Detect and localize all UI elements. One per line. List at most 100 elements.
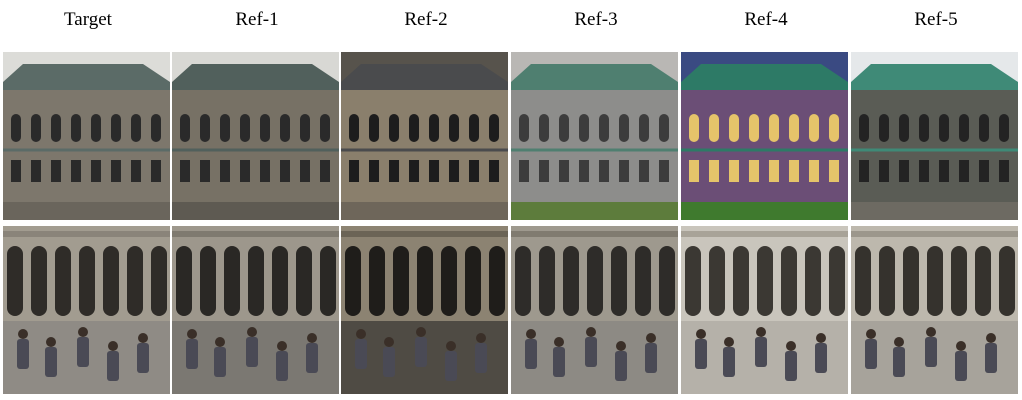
person-head: [586, 327, 596, 337]
window: [619, 160, 629, 182]
arch: [79, 246, 95, 316]
arch: [539, 246, 555, 316]
balcony-band: [511, 231, 678, 237]
person-body: [445, 351, 457, 381]
window: [599, 160, 609, 182]
arch: [999, 246, 1015, 316]
window: [91, 160, 101, 182]
window: [220, 160, 230, 182]
arched-window: [979, 114, 989, 142]
person-body: [186, 339, 198, 369]
window: [999, 160, 1009, 182]
arcade-photo-ref-2: [341, 226, 508, 394]
arch: [320, 246, 336, 316]
arch: [855, 246, 871, 316]
person-head: [215, 337, 225, 347]
arched-window: [559, 114, 569, 142]
window: [349, 160, 359, 182]
person-body: [306, 343, 318, 373]
ground: [3, 202, 170, 220]
window: [389, 160, 399, 182]
arched-window: [220, 114, 230, 142]
person-head: [277, 341, 287, 351]
window: [320, 160, 330, 182]
window: [489, 160, 499, 182]
window: [11, 160, 21, 182]
arched-window: [111, 114, 121, 142]
arched-window: [939, 114, 949, 142]
arched-window: [280, 114, 290, 142]
arched-window: [240, 114, 250, 142]
arched-window: [919, 114, 929, 142]
window: [979, 160, 989, 182]
roof: [851, 64, 1018, 92]
person-head: [18, 329, 28, 339]
header-ref-5: Ref-5: [914, 9, 958, 30]
window: [749, 160, 759, 182]
person-body: [785, 351, 797, 381]
arch: [781, 246, 797, 316]
arched-window: [51, 114, 61, 142]
arched-window: [11, 114, 21, 142]
person-head: [446, 341, 456, 351]
arcade-photo-target: [3, 226, 170, 394]
building-photo-target: [3, 52, 170, 220]
arched-window: [429, 114, 439, 142]
person-body: [925, 337, 937, 367]
arch: [903, 246, 919, 316]
window: [31, 160, 41, 182]
building-photo-ref-5: [851, 52, 1018, 220]
person-head: [526, 329, 536, 339]
person-head: [816, 333, 826, 343]
window: [919, 160, 929, 182]
arch: [7, 246, 23, 316]
header-ref-3: Ref-3: [574, 9, 618, 30]
arch: [659, 246, 675, 316]
arched-window: [389, 114, 399, 142]
arcade-photo-ref-3: [511, 226, 678, 394]
arched-window: [519, 114, 529, 142]
arched-window: [769, 114, 779, 142]
window: [519, 160, 529, 182]
person-body: [755, 337, 767, 367]
arched-window: [131, 114, 141, 142]
arch: [393, 246, 409, 316]
person-head: [384, 337, 394, 347]
arched-window: [689, 114, 699, 142]
arch: [685, 246, 701, 316]
building-photo-ref-2: [341, 52, 508, 220]
arch: [709, 246, 725, 316]
person-head: [247, 327, 257, 337]
person-body: [615, 351, 627, 381]
roof: [341, 64, 508, 92]
person-head: [307, 333, 317, 343]
balcony-band: [681, 231, 848, 237]
photo-svg: [3, 226, 170, 394]
person-body: [276, 351, 288, 381]
window: [859, 160, 869, 182]
window: [180, 160, 190, 182]
person-body: [475, 343, 487, 373]
window: [429, 160, 439, 182]
person-head: [356, 329, 366, 339]
roof: [3, 64, 170, 92]
ground: [681, 202, 848, 220]
person-head: [956, 341, 966, 351]
window: [689, 160, 699, 182]
window: [449, 160, 459, 182]
arch: [417, 246, 433, 316]
person-body: [246, 337, 258, 367]
arch: [248, 246, 264, 316]
building-photo-ref-3: [511, 52, 678, 220]
window: [659, 160, 669, 182]
arched-window: [899, 114, 909, 142]
balcony-band: [341, 231, 508, 237]
arched-window: [879, 114, 889, 142]
photo-svg: [341, 52, 508, 220]
person-body: [525, 339, 537, 369]
window: [829, 160, 839, 182]
arched-window: [579, 114, 589, 142]
arcade-photo-ref-5: [851, 226, 1018, 394]
arched-window: [859, 114, 869, 142]
arch: [127, 246, 143, 316]
